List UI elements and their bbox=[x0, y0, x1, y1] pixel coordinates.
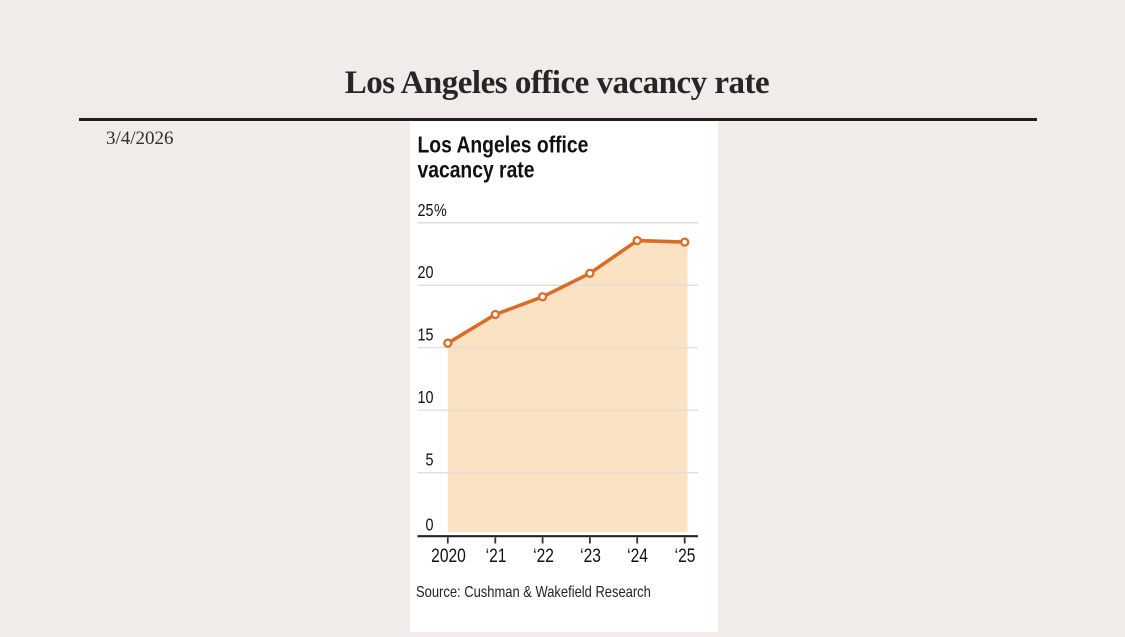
svg-text:10: 10 bbox=[417, 388, 433, 408]
svg-text:2020: 2020 bbox=[431, 545, 466, 567]
svg-text:15: 15 bbox=[417, 325, 433, 345]
svg-text:25: 25 bbox=[417, 200, 433, 220]
svg-text:‘24: ‘24 bbox=[627, 545, 648, 567]
svg-text:5: 5 bbox=[425, 450, 433, 470]
svg-text:‘21: ‘21 bbox=[486, 545, 507, 567]
svg-text:%: % bbox=[434, 200, 447, 220]
svg-text:vacancy rate: vacancy rate bbox=[418, 158, 535, 183]
svg-text:‘25: ‘25 bbox=[675, 545, 696, 567]
svg-text:20: 20 bbox=[417, 263, 433, 283]
svg-text:0: 0 bbox=[425, 515, 433, 535]
svg-text:Los Angeles office: Los Angeles office bbox=[418, 133, 589, 158]
svg-text:‘23: ‘23 bbox=[580, 545, 601, 567]
svg-text:Source: Cushman & Wakefield Re: Source: Cushman & Wakefield Research bbox=[416, 584, 651, 602]
svg-text:‘22: ‘22 bbox=[533, 545, 554, 567]
